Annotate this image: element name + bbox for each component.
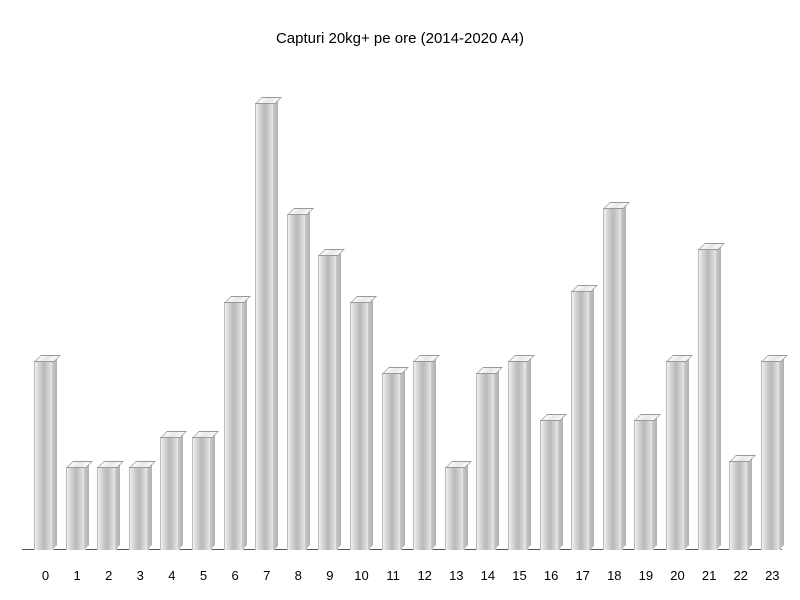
- x-tick-18: 18: [607, 568, 621, 583]
- bar-side: [368, 297, 373, 550]
- plot-area: [22, 75, 782, 550]
- x-tick-17: 17: [575, 568, 589, 583]
- x-tick-7: 7: [263, 568, 270, 583]
- x-tick-0: 0: [42, 568, 49, 583]
- x-tick-21: 21: [702, 568, 716, 583]
- bar-4: [160, 433, 183, 550]
- x-tick-13: 13: [449, 568, 463, 583]
- bar-side: [652, 415, 657, 550]
- x-tick-12: 12: [417, 568, 431, 583]
- bar-17: [571, 287, 594, 551]
- bar-front: [66, 467, 86, 550]
- x-tick-11: 11: [386, 568, 400, 583]
- bar-side: [589, 286, 594, 551]
- bar-top: [160, 431, 187, 438]
- bar-2: [97, 463, 120, 550]
- bar-front: [666, 361, 686, 550]
- bar-front: [192, 437, 212, 550]
- x-tick-19: 19: [639, 568, 653, 583]
- bar-top: [476, 367, 503, 374]
- bar-3: [129, 463, 152, 550]
- bar-side: [494, 368, 499, 550]
- bar-front: [34, 361, 54, 550]
- bar-1: [66, 463, 89, 550]
- bar-side: [336, 250, 341, 550]
- bar-side: [779, 356, 784, 550]
- bar-side: [463, 462, 468, 550]
- x-tick-5: 5: [200, 568, 207, 583]
- bar-22: [729, 457, 752, 550]
- bar-side: [621, 203, 626, 550]
- bar-front: [508, 361, 528, 550]
- bar-21: [698, 245, 721, 550]
- x-tick-3: 3: [137, 568, 144, 583]
- x-tick-14: 14: [481, 568, 495, 583]
- bar-8: [287, 210, 310, 550]
- bar-front: [287, 214, 307, 550]
- bar-20: [666, 357, 689, 550]
- x-tick-1: 1: [73, 568, 80, 583]
- bar-side: [242, 297, 247, 550]
- x-tick-16: 16: [544, 568, 558, 583]
- bar-side: [273, 98, 278, 551]
- bar-front: [698, 249, 718, 550]
- x-tick-8: 8: [295, 568, 302, 583]
- bar-side: [400, 368, 405, 550]
- bar-14: [476, 369, 499, 550]
- bar-side: [210, 432, 215, 550]
- bar-top: [255, 97, 282, 104]
- bar-10: [350, 298, 373, 550]
- bar-side: [52, 356, 57, 550]
- bar-side: [747, 456, 752, 550]
- bar-front: [129, 467, 149, 550]
- bar-15: [508, 357, 531, 550]
- bar-top: [318, 249, 345, 256]
- bar-front: [445, 467, 465, 550]
- bar-23: [761, 357, 784, 550]
- bar-16: [540, 416, 563, 550]
- bar-side: [84, 462, 89, 550]
- bar-side: [147, 462, 152, 550]
- bar-9: [318, 251, 341, 550]
- bar-11: [382, 369, 405, 550]
- bar-front: [350, 302, 370, 550]
- bar-front: [603, 208, 623, 550]
- bar-top: [634, 414, 661, 421]
- bar-front: [761, 361, 781, 550]
- bar-6: [224, 298, 247, 550]
- bar-side: [716, 244, 721, 550]
- bar-side: [526, 356, 531, 550]
- x-tick-6: 6: [231, 568, 238, 583]
- bar-front: [224, 302, 244, 550]
- x-tick-23: 23: [765, 568, 779, 583]
- bar-front: [382, 373, 402, 550]
- chart-title: Capturi 20kg+ pe ore (2014-2020 A4): [0, 30, 800, 47]
- bar-side: [115, 462, 120, 550]
- bar-12: [413, 357, 436, 550]
- bar-side: [305, 209, 310, 550]
- bar-top: [571, 285, 598, 292]
- bar-side: [684, 356, 689, 550]
- chart-container: Capturi 20kg+ pe ore (2014-2020 A4) 0123…: [0, 0, 800, 600]
- x-tick-20: 20: [670, 568, 684, 583]
- bar-18: [603, 204, 626, 550]
- bar-7: [255, 99, 278, 551]
- bar-front: [540, 420, 560, 550]
- bar-side: [178, 432, 183, 550]
- x-tick-10: 10: [354, 568, 368, 583]
- bar-side: [558, 415, 563, 550]
- bar-side: [431, 356, 436, 550]
- bar-13: [445, 463, 468, 550]
- x-tick-4: 4: [168, 568, 175, 583]
- bar-19: [634, 416, 657, 550]
- x-tick-15: 15: [512, 568, 526, 583]
- bar-top: [729, 455, 756, 462]
- bar-top: [413, 355, 440, 362]
- bar-0: [34, 357, 57, 550]
- x-tick-2: 2: [105, 568, 112, 583]
- x-tick-9: 9: [326, 568, 333, 583]
- bar-5: [192, 433, 215, 550]
- bar-top: [97, 461, 124, 468]
- x-tick-22: 22: [733, 568, 747, 583]
